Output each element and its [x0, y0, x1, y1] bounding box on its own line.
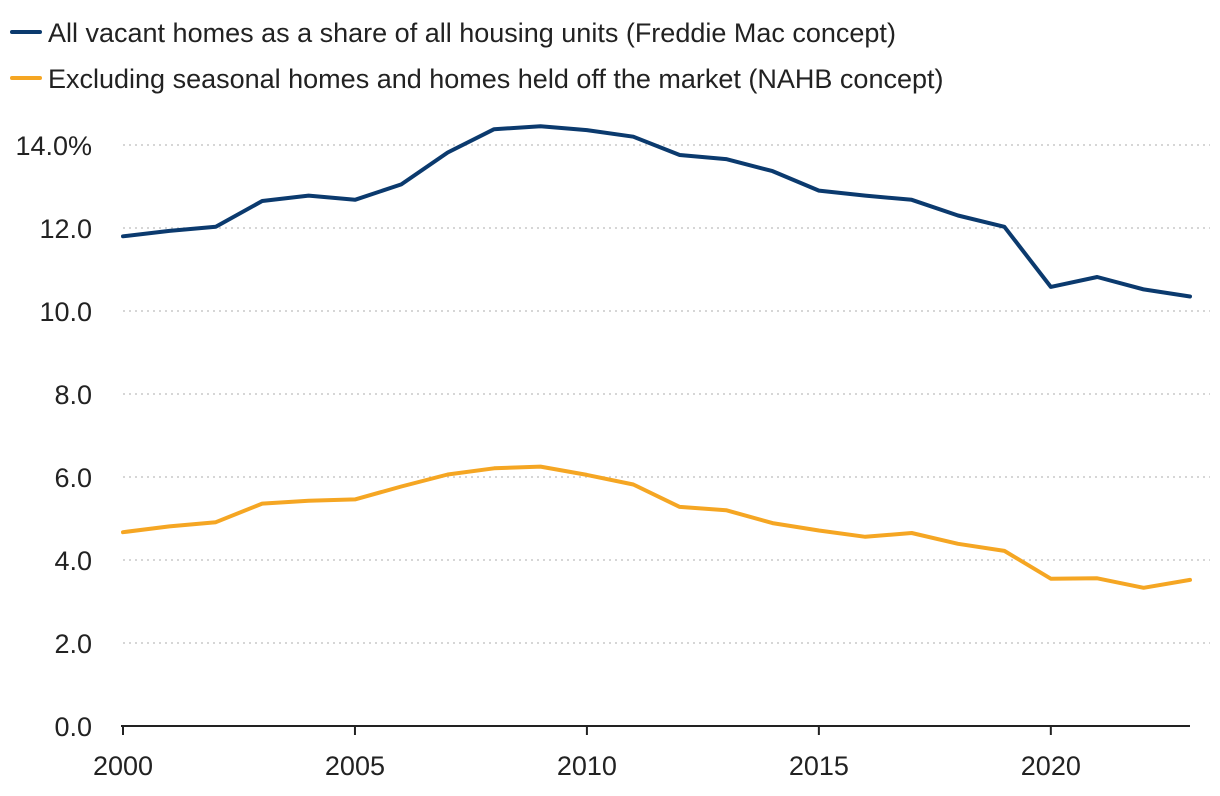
y-tick-label: 0.0: [54, 712, 92, 742]
series-line-1: [121, 124, 1192, 299]
series-line-2: [121, 464, 1192, 590]
legend: All vacant homes as a share of all housi…: [10, 18, 943, 94]
x-tick-label: 2005: [325, 751, 385, 781]
series: [121, 124, 1192, 590]
y-axis: 0.0 2.0 4.0 6.0 8.0 10.0 12.0 14.0%: [15, 131, 92, 742]
y-tick-label: 10.0: [39, 297, 92, 327]
legend-label-1: All vacant homes as a share of all housi…: [48, 18, 896, 48]
y-tick-label: 8.0: [54, 380, 92, 410]
gridlines: [123, 144, 1210, 644]
y-tick-label: 2.0: [54, 629, 92, 659]
legend-label-2: Excluding seasonal homes and homes held …: [48, 64, 943, 94]
y-tick-label: 14.0%: [15, 131, 92, 161]
y-tick-label: 12.0: [39, 214, 92, 244]
x-tick-label: 2010: [557, 751, 617, 781]
y-tick-label: 4.0: [54, 546, 92, 576]
x-axis: 2000 2005 2010 2015 2020: [93, 725, 1190, 781]
y-tick-label: 6.0: [54, 463, 92, 493]
x-tick-label: 2020: [1021, 751, 1081, 781]
x-tick-label: 2000: [93, 751, 153, 781]
x-tick-label: 2015: [789, 751, 849, 781]
